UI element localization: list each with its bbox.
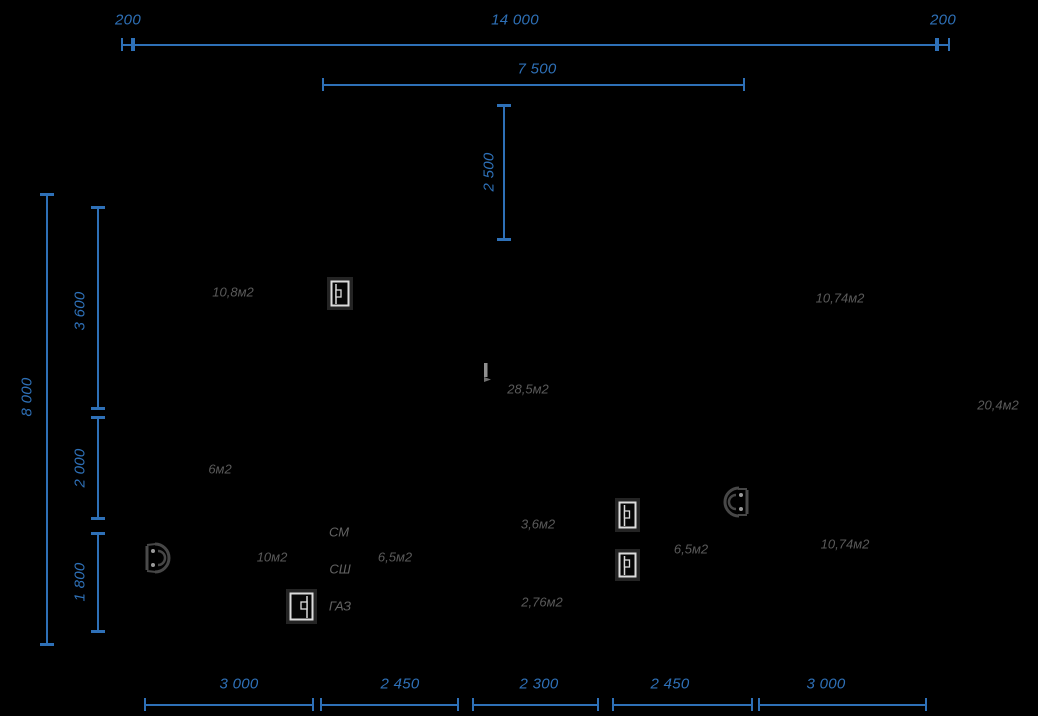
dim-line-left-seg1 (97, 207, 99, 409)
door-latch (623, 559, 631, 568)
dim-label-left-overall: 8 000 (18, 377, 36, 417)
dim-label-bottom-seg4: 2 450 (650, 675, 690, 693)
swing-door-arc-inner (727, 493, 737, 511)
swing-door-icon (723, 486, 749, 518)
dim-tick (91, 407, 105, 410)
dim-tick (312, 698, 314, 711)
door-latch (300, 601, 308, 610)
dim-line-left-overall (46, 194, 48, 646)
door-icon (327, 277, 353, 310)
swing-door-hinge (151, 563, 155, 567)
fixture-label-washer: СМ (328, 524, 350, 540)
room-area-label: 10,74м2 (815, 290, 865, 306)
dim-tick (457, 698, 459, 711)
dim-tick (320, 698, 322, 711)
dim-line-bottom-seg1 (145, 704, 314, 706)
door-latch (335, 289, 342, 298)
dim-tick (91, 416, 105, 419)
door-icon (615, 549, 640, 581)
dim-label-top-offset-left: 200 (115, 11, 141, 29)
dim-tick (935, 38, 939, 51)
swing-door-arc (723, 486, 740, 518)
swing-door-hinge (739, 507, 743, 511)
dim-tick (91, 206, 105, 209)
door-icon (286, 589, 317, 624)
dim-tick (91, 630, 105, 633)
dim-line-vertical-partial (503, 105, 505, 240)
room-area-label: 28,5м2 (507, 381, 549, 397)
dim-tick (144, 698, 146, 711)
room-area-label: 10м2 (256, 549, 288, 565)
dim-tick (91, 517, 105, 520)
swing-door-hinge (151, 549, 155, 553)
swing-door-arc-inner (157, 549, 167, 567)
dim-label-bottom-seg3: 2 300 (519, 675, 559, 693)
dim-label-top-overall: 14 000 (491, 11, 539, 29)
room-area-label: 3,6м2 (520, 516, 556, 532)
dim-line-bottom-seg3 (473, 704, 599, 706)
dim-line-left-seg3 (97, 533, 99, 632)
swing-door-icon (145, 542, 171, 574)
level-mark-arrow (484, 377, 491, 382)
level-mark-bar (484, 363, 488, 377)
door-frame-inner (289, 592, 314, 621)
fixture-label-dryer: СШ (329, 561, 351, 577)
door-icon (615, 498, 640, 532)
dim-label-bottom-seg5: 3 000 (806, 675, 846, 693)
room-area-label: 2,76м2 (521, 594, 563, 610)
dim-line-left-seg2 (97, 417, 99, 519)
room-area-label: 20,4м2 (977, 397, 1019, 413)
dim-tick (925, 698, 927, 711)
dim-tick (497, 104, 511, 107)
room-area-label: 10,8м2 (212, 284, 254, 300)
fixture-label-gas: ГАЗ (328, 598, 352, 614)
room-area-label: 6,5м2 (377, 549, 413, 565)
dim-label-top-offset-right: 200 (930, 11, 956, 29)
dim-line-bottom-seg2 (321, 704, 459, 706)
door-frame-inner (330, 280, 350, 307)
dim-label-top-partial: 7 500 (517, 60, 557, 78)
room-area-label: 6,5м2 (673, 541, 709, 557)
dim-tick (91, 532, 105, 535)
door-latch (623, 510, 631, 519)
dim-tick (131, 38, 135, 51)
dim-tick (612, 698, 614, 711)
dim-label-bottom-seg1: 3 000 (219, 675, 259, 693)
dim-line-bottom-seg5 (759, 704, 927, 706)
dim-tick (40, 193, 54, 196)
dim-tick (472, 698, 474, 711)
dim-label-left-seg1: 3 600 (71, 291, 89, 331)
dim-label-left-seg2: 2 000 (71, 448, 89, 488)
level-mark-icon (484, 363, 491, 382)
swing-door-hinge (739, 493, 743, 497)
dim-tick (322, 78, 324, 91)
room-area-label: 10,74м2 (820, 536, 870, 552)
dim-tick (758, 698, 760, 711)
dim-tick (40, 643, 54, 646)
dim-label-vertical-partial: 2 500 (480, 152, 498, 192)
dim-tick (597, 698, 599, 711)
door-frame-inner (618, 501, 637, 529)
swing-door-jamb (146, 570, 157, 573)
room-area-label: 6м2 (208, 461, 232, 477)
dim-line-top-overall (122, 44, 950, 46)
dim-tick (121, 38, 123, 51)
dim-tick (948, 38, 950, 51)
dim-tick (497, 238, 511, 241)
dim-line-bottom-seg4 (613, 704, 753, 706)
dim-tick (751, 698, 753, 711)
dim-label-bottom-seg2: 2 450 (380, 675, 420, 693)
dim-label-left-seg3: 1 800 (71, 562, 89, 602)
swing-door-arc (154, 542, 171, 574)
door-frame-inner (618, 552, 637, 578)
dim-tick (743, 78, 745, 91)
swing-door-jamb (146, 543, 157, 546)
dim-line-top-partial (323, 84, 745, 86)
